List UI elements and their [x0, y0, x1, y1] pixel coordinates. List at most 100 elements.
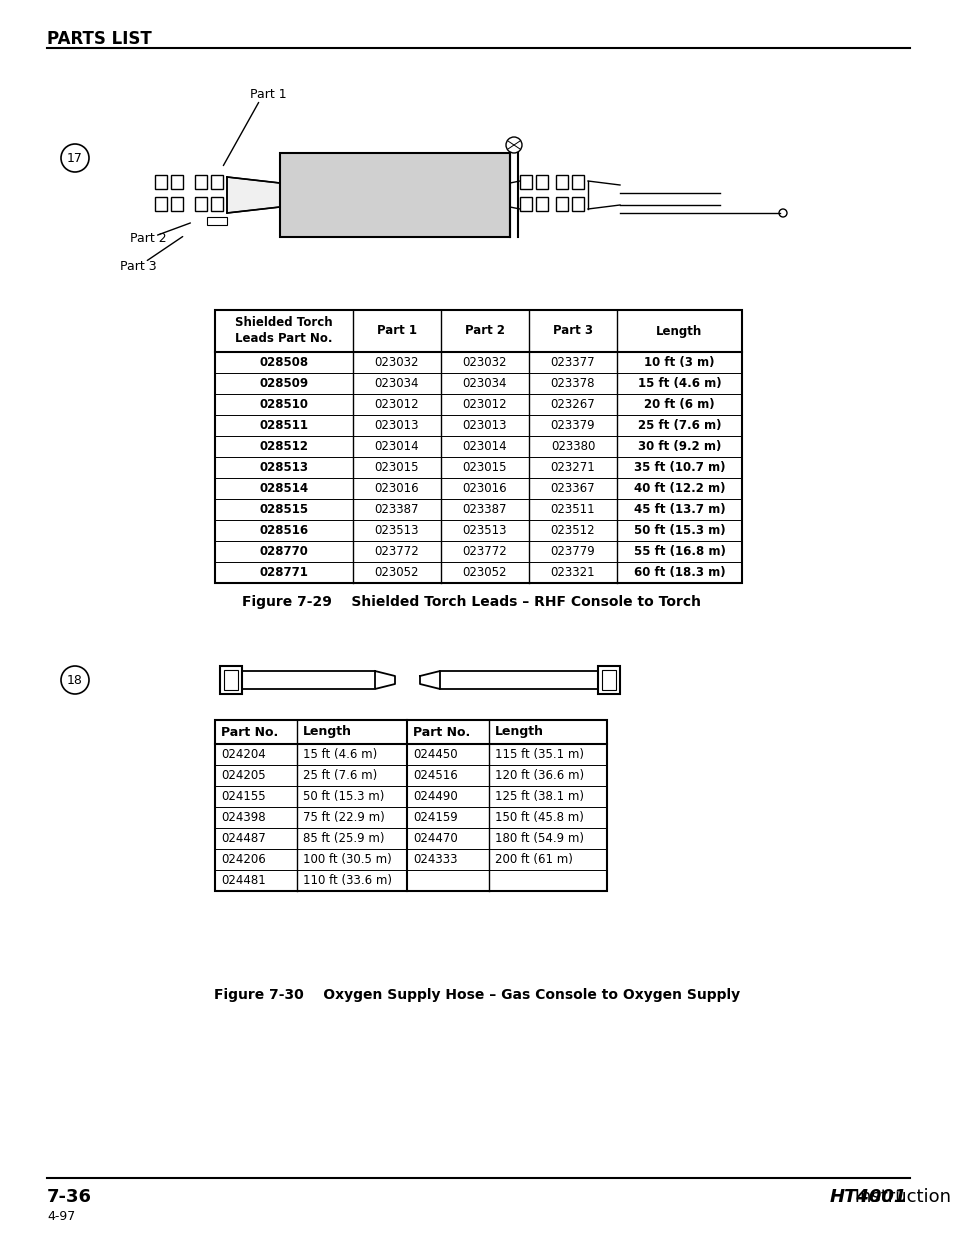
Text: 200 ft (61 m): 200 ft (61 m): [495, 853, 572, 866]
Text: 115 ft (35.1 m): 115 ft (35.1 m): [495, 748, 583, 761]
Text: 023772: 023772: [462, 545, 507, 558]
Text: 023271: 023271: [550, 461, 595, 474]
Text: 7-36: 7-36: [47, 1188, 91, 1207]
Bar: [171, 175, 183, 189]
Text: 028511: 028511: [259, 419, 308, 432]
Text: Figure 7-30    Oxygen Supply Hose – Gas Console to Oxygen Supply: Figure 7-30 Oxygen Supply Hose – Gas Con…: [213, 988, 740, 1002]
Text: 120 ft (36.6 m): 120 ft (36.6 m): [495, 769, 583, 782]
Text: 024159: 024159: [413, 811, 457, 824]
Bar: [154, 175, 167, 189]
Text: 024470: 024470: [413, 832, 457, 845]
Text: 023512: 023512: [550, 524, 595, 537]
Polygon shape: [227, 177, 280, 212]
Bar: [598, 666, 619, 694]
Text: 180 ft (54.9 m): 180 ft (54.9 m): [495, 832, 583, 845]
Text: 028516: 028516: [259, 524, 308, 537]
Text: 25 ft (7.6 m): 25 ft (7.6 m): [303, 769, 376, 782]
Text: 85 ft (25.9 m): 85 ft (25.9 m): [303, 832, 384, 845]
Text: 023016: 023016: [375, 482, 419, 495]
Text: Part No.: Part No.: [413, 725, 470, 739]
Bar: [214, 310, 741, 583]
Text: 023511: 023511: [550, 503, 595, 516]
Text: 024155: 024155: [221, 790, 265, 803]
Text: 023016: 023016: [462, 482, 507, 495]
Bar: [220, 666, 242, 694]
Text: 023387: 023387: [462, 503, 507, 516]
Text: 023015: 023015: [375, 461, 418, 474]
Text: 023034: 023034: [462, 377, 507, 390]
Bar: [154, 198, 167, 211]
Bar: [536, 198, 547, 211]
Bar: [224, 671, 237, 690]
Text: 023513: 023513: [462, 524, 507, 537]
Text: 024204: 024204: [221, 748, 266, 761]
Text: Part 3: Part 3: [120, 261, 156, 273]
Text: 25 ft (7.6 m): 25 ft (7.6 m): [638, 419, 720, 432]
Text: 023013: 023013: [462, 419, 507, 432]
Text: 15 ft (4.6 m): 15 ft (4.6 m): [637, 377, 720, 390]
Bar: [556, 175, 567, 189]
Text: 028510: 028510: [259, 398, 308, 411]
Text: 023772: 023772: [375, 545, 419, 558]
Bar: [601, 671, 616, 690]
Text: 55 ft (16.8 m): 55 ft (16.8 m): [633, 545, 724, 558]
Polygon shape: [419, 671, 439, 689]
Text: 40 ft (12.2 m): 40 ft (12.2 m): [633, 482, 724, 495]
Text: 45 ft (13.7 m): 45 ft (13.7 m): [633, 503, 724, 516]
Text: Shielded Torch
Leads Part No.: Shielded Torch Leads Part No.: [235, 316, 333, 346]
Text: 023012: 023012: [375, 398, 419, 411]
Text: 028513: 028513: [259, 461, 308, 474]
Bar: [280, 153, 510, 237]
Text: 028771: 028771: [259, 566, 308, 579]
Text: 023052: 023052: [375, 566, 418, 579]
Bar: [194, 198, 207, 211]
Text: 028770: 028770: [259, 545, 308, 558]
Text: 023267: 023267: [550, 398, 595, 411]
Text: 023014: 023014: [462, 440, 507, 453]
Bar: [572, 198, 583, 211]
Text: 10 ft (3 m): 10 ft (3 m): [643, 356, 714, 369]
Text: Length: Length: [656, 325, 702, 337]
Bar: [519, 198, 532, 211]
Text: 125 ft (38.1 m): 125 ft (38.1 m): [495, 790, 583, 803]
Bar: [519, 175, 532, 189]
Text: Part 2: Part 2: [130, 232, 167, 245]
Text: Part 1: Part 1: [376, 325, 416, 337]
Text: 50 ft (15.3 m): 50 ft (15.3 m): [633, 524, 724, 537]
Text: 028515: 028515: [259, 503, 308, 516]
Text: 028512: 028512: [259, 440, 308, 453]
Text: 15 ft (4.6 m): 15 ft (4.6 m): [303, 748, 376, 761]
Text: 024481: 024481: [221, 874, 266, 887]
Text: Length: Length: [495, 725, 543, 739]
Text: Length: Length: [303, 725, 352, 739]
Text: 100 ft (30.5 m): 100 ft (30.5 m): [303, 853, 392, 866]
Bar: [211, 175, 223, 189]
Text: 023015: 023015: [462, 461, 507, 474]
Text: Figure 7-29    Shielded Torch Leads – RHF Console to Torch: Figure 7-29 Shielded Torch Leads – RHF C…: [242, 595, 700, 609]
Text: Part 3: Part 3: [553, 325, 593, 337]
Text: 20 ft (6 m): 20 ft (6 m): [643, 398, 714, 411]
Text: 023779: 023779: [550, 545, 595, 558]
Text: 024490: 024490: [413, 790, 457, 803]
Text: Part No.: Part No.: [221, 725, 278, 739]
Text: 35 ft (10.7 m): 35 ft (10.7 m): [633, 461, 724, 474]
Text: 024450: 024450: [413, 748, 457, 761]
Text: 023014: 023014: [375, 440, 419, 453]
Text: HT4001: HT4001: [829, 1188, 906, 1207]
Text: Instruction Manual: Instruction Manual: [848, 1188, 953, 1207]
Bar: [556, 198, 567, 211]
Text: 023013: 023013: [375, 419, 418, 432]
Bar: [572, 175, 583, 189]
Text: 024333: 024333: [413, 853, 457, 866]
Text: 024398: 024398: [221, 811, 265, 824]
Bar: [211, 198, 223, 211]
Text: 023052: 023052: [462, 566, 507, 579]
Text: 023513: 023513: [375, 524, 418, 537]
Text: 023378: 023378: [550, 377, 595, 390]
Text: 18: 18: [67, 673, 83, 687]
Text: 023380: 023380: [550, 440, 595, 453]
Bar: [207, 217, 227, 225]
Text: 60 ft (18.3 m): 60 ft (18.3 m): [633, 566, 724, 579]
Text: 028508: 028508: [259, 356, 308, 369]
Text: PARTS LIST: PARTS LIST: [47, 30, 152, 48]
